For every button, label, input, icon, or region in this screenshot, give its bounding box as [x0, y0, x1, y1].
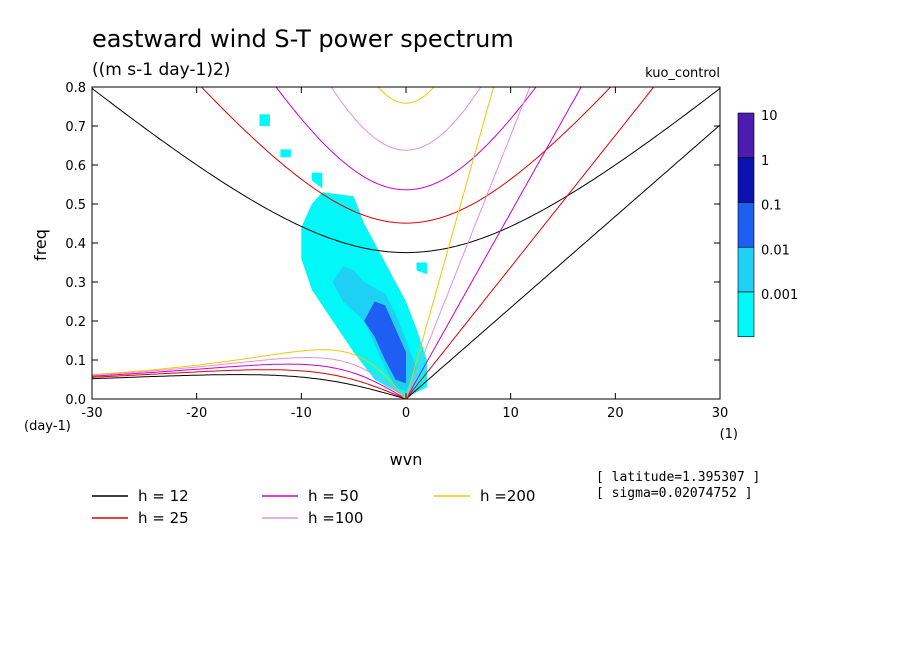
rossby-wave-curve-h25 [92, 369, 407, 399]
kelvin-wave-curve-h200 [405, 87, 495, 399]
legend-label-h100: h =100 [308, 509, 363, 527]
x-unit-label: (1) [720, 427, 738, 442]
sigma-info: [ sigma=0.02074752 ] [596, 486, 753, 501]
y-tick-label-8: 0.8 [65, 81, 86, 96]
x-tick-label-3: 0 [402, 406, 410, 421]
colorbar: 10 1 0.1 0.01 0.001 [737, 109, 798, 338]
chart-title: eastward wind S-T power spectrum [92, 25, 514, 53]
kelvin-wave-curve-h50 [405, 87, 582, 399]
y-tick-label-2: 0.2 [65, 315, 86, 330]
power-blob-4 [280, 149, 291, 158]
legend-label-h25: h = 25 [138, 509, 189, 527]
kelvin-wave-curve-h12 [405, 124, 720, 399]
power-shading [259, 114, 427, 398]
y-tick-label-6: 0.6 [65, 159, 86, 174]
colorbar-label-1: 1 [761, 154, 769, 169]
y-tick-label-5: 0.5 [65, 198, 86, 213]
x-tick-label-6: 30 [712, 406, 729, 421]
rossby-wave-curve-h12 [92, 374, 407, 399]
units-label: ((m s-1 day-1)2) [92, 60, 230, 80]
gravity-wave-curve-h25 [200, 87, 612, 224]
colorbar-swatch-1 [737, 157, 755, 203]
kelvin-wave-curve-h25 [405, 87, 655, 399]
y-tick-label-3: 0.3 [65, 276, 86, 291]
colorbar-swatch-2 [737, 202, 755, 248]
gravity-wave-curve-h200 [377, 87, 435, 104]
power-blob-7 [364, 301, 406, 384]
colorbar-label-2: 0.1 [761, 199, 782, 214]
latitude-info: [ latitude=1.395307 ] [596, 470, 760, 485]
power-blob-5 [416, 262, 427, 275]
x-tick-label-5: 20 [607, 406, 624, 421]
y-tick-label-4: 0.4 [65, 237, 86, 252]
experiment-label: kuo_control [645, 66, 720, 81]
gravity-wave-curve-h100 [330, 87, 482, 151]
kelvin-wave-curve-h100 [405, 87, 531, 399]
y-tick-label-0: 0.0 [65, 393, 86, 408]
colorbar-label-3: 0.01 [761, 243, 790, 258]
colorbar-swatch-0 [737, 112, 755, 159]
dispersion-curves [92, 87, 720, 399]
rossby-wave-curve-h50 [92, 363, 407, 399]
power-blob-2 [311, 172, 323, 189]
gravity-wave-curve-h12 [92, 87, 720, 254]
legend: h = 12 h = 25 h = 50 h =100 h =200 [92, 487, 535, 527]
axis-ticks: -30 -20 -10 0 10 20 30 0.0 0.1 0.2 0.3 0.4 0.5 0.6 0.7… [65, 81, 728, 421]
legend-label-h12: h = 12 [138, 487, 189, 505]
colorbar-label-0: 10 [761, 109, 778, 124]
y-tick-label-1: 0.1 [65, 354, 86, 369]
gravity-wave-curve-h50 [275, 87, 537, 191]
rossby-wave-curve-h100 [92, 357, 407, 399]
y-tick-label-7: 0.7 [65, 120, 86, 135]
x-tick-label-0: -30 [81, 406, 102, 421]
colorbar-label-4: 0.001 [761, 288, 798, 303]
x-axis-label: wvn [390, 450, 423, 469]
colorbar-swatch-3 [737, 246, 755, 293]
y-axis-label: freq [31, 229, 50, 261]
colorbar-swatch-4 [737, 291, 755, 338]
x-tick-label-4: 10 [502, 406, 519, 421]
x-tick-label-2: -10 [291, 406, 312, 421]
power-blob-3 [259, 114, 270, 126]
y-unit-label: (day-1) [24, 419, 71, 434]
x-tick-label-1: -20 [186, 406, 207, 421]
legend-label-h200: h =200 [480, 487, 535, 505]
rossby-wave-curve-h200 [92, 349, 407, 399]
legend-label-h50: h = 50 [308, 487, 359, 505]
